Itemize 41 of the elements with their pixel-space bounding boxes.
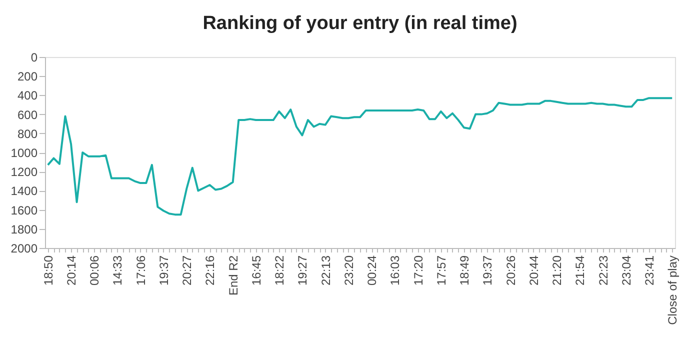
x-tick-label: 17:20 <box>411 255 426 286</box>
x-tick-label: 20:27 <box>180 255 194 286</box>
x-tick-label: 18:50 <box>41 255 56 286</box>
y-tick-label: 0 <box>30 50 38 64</box>
x-tick-label: Close of play <box>666 256 680 325</box>
y-tick-label: 400 <box>17 88 38 103</box>
x-tick-label: 19:37 <box>156 255 171 286</box>
x-tick-label: 19:37 <box>480 255 495 286</box>
x-tick-label: 20:44 <box>526 255 541 286</box>
y-tick-label: 1400 <box>10 184 38 198</box>
x-tick-label: 18:49 <box>458 255 472 286</box>
y-tick-label: 1000 <box>10 146 38 160</box>
x-tick-label: 22:16 <box>203 255 218 286</box>
y-tick-label: 200 <box>17 70 38 84</box>
x-tick-label: 20:14 <box>64 255 79 286</box>
x-tick-label: 16:03 <box>388 255 402 286</box>
x-tick-label: 14:33 <box>110 255 125 286</box>
x-tick-label: 19:27 <box>296 255 310 286</box>
x-tick-label: 21:20 <box>550 255 564 286</box>
x-tick-label: 16:45 <box>249 255 264 286</box>
x-tick-label: 17:57 <box>434 255 448 286</box>
line-series <box>46 97 674 216</box>
y-tick-label: 1800 <box>10 222 38 236</box>
y-tick-label: 2000 <box>10 242 38 256</box>
x-tick-label: End R2 <box>226 255 240 296</box>
y-tick-label: 1200 <box>10 165 38 180</box>
y-tick-label: 600 <box>17 108 38 122</box>
x-tick-label: 22:23 <box>596 255 610 286</box>
x-tick-label: 23:20 <box>342 255 356 286</box>
x-tick-label: 18:22 <box>272 255 287 286</box>
x-tick-label: 20:26 <box>504 255 518 286</box>
x-tick-label: 23:04 <box>619 255 634 286</box>
x-tick-label: 21:54 <box>573 255 588 286</box>
x-tick-label: 17:06 <box>134 255 148 286</box>
x-tick-label: 22:13 <box>318 255 333 286</box>
y-tick-label: 800 <box>17 126 38 141</box>
x-tick-label: 23:41 <box>642 255 656 286</box>
chart-title: Ranking of your entry (in real time) <box>202 13 518 34</box>
x-tick-label: 00:06 <box>88 255 102 286</box>
x-tick-label: 00:24 <box>365 255 380 286</box>
y-tick-label: 1600 <box>10 203 38 218</box>
